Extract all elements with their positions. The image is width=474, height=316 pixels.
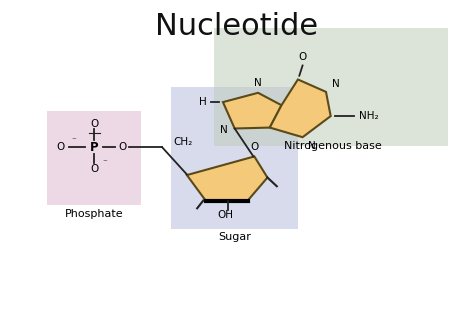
Text: OH: OH [217, 210, 233, 220]
Polygon shape [223, 93, 282, 129]
Text: Phosphate: Phosphate [65, 209, 123, 219]
Text: ⁻: ⁻ [102, 159, 107, 168]
Text: Nucleotide: Nucleotide [155, 12, 319, 41]
Text: CH₂: CH₂ [174, 137, 193, 148]
Text: P: P [90, 141, 99, 154]
Text: N: N [220, 125, 228, 135]
Text: N: N [254, 78, 262, 88]
Text: H: H [199, 97, 207, 107]
Text: O: O [56, 142, 64, 152]
FancyBboxPatch shape [47, 112, 141, 204]
Text: ⁻: ⁻ [71, 136, 76, 145]
Text: N: N [332, 79, 339, 89]
Text: N: N [308, 141, 316, 151]
Text: O: O [90, 164, 98, 174]
Text: O: O [299, 52, 307, 62]
FancyBboxPatch shape [214, 27, 448, 146]
Text: O: O [90, 119, 98, 129]
Text: O: O [250, 142, 258, 152]
Polygon shape [270, 79, 331, 137]
Polygon shape [187, 156, 267, 201]
Text: O: O [118, 142, 127, 152]
Text: NH₂: NH₂ [359, 111, 378, 121]
Text: Nitrogenous base: Nitrogenous base [284, 141, 382, 151]
Text: Sugar: Sugar [218, 232, 251, 242]
FancyBboxPatch shape [172, 87, 298, 229]
